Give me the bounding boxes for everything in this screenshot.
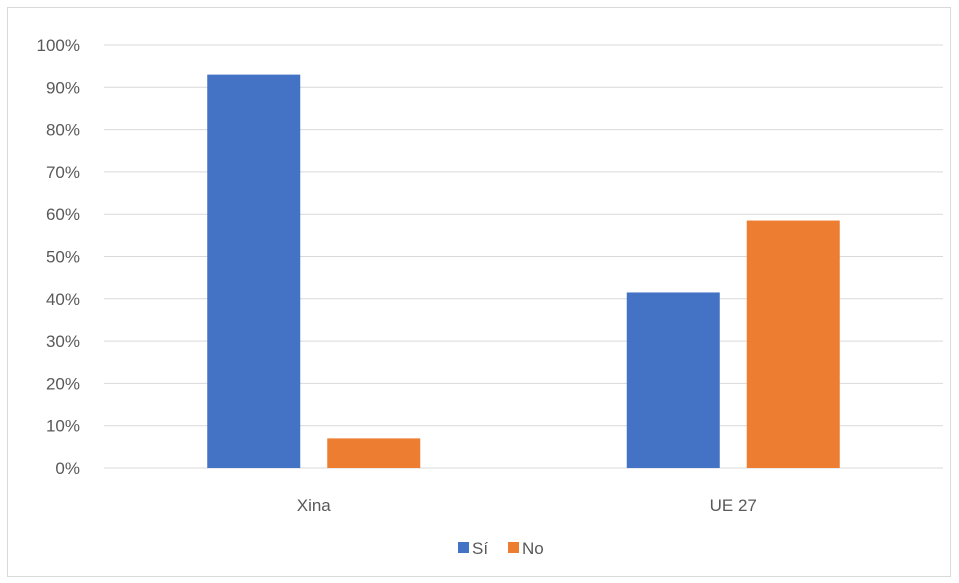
y-tick-label: 10%	[46, 417, 80, 436]
y-axis-tick-labels: 0% 10% 20% 30% 40% 50% 60% 70% 80% 90% 100%	[37, 36, 80, 478]
y-tick-label: 90%	[46, 78, 80, 97]
bar-chart: 0% 10% 20% 30% 40% 50% 60% 70% 80% 90% 100% Xina UE…	[37, 36, 943, 558]
bar-no-ue-27	[746, 220, 840, 468]
y-tick-label: 30%	[46, 332, 80, 351]
y-tick-label: 80%	[46, 121, 80, 140]
legend: Sí No	[458, 539, 544, 558]
y-tick-label: 50%	[46, 248, 80, 267]
legend-label: No	[522, 539, 544, 558]
x-axis-category-labels: Xina UE 27	[297, 496, 757, 515]
bar-s--ue-27	[626, 292, 720, 468]
legend-swatch	[508, 542, 519, 553]
bar-s--xina	[207, 74, 301, 469]
y-tick-label: 20%	[46, 374, 80, 393]
x-category-label: Xina	[297, 496, 332, 515]
y-tick-label: 70%	[46, 163, 80, 182]
y-tick-label: 0%	[55, 459, 80, 478]
bar-no-xina	[327, 438, 421, 468]
chart-area: 0% 10% 20% 30% 40% 50% 60% 70% 80% 90% 100% Xina UE…	[7, 7, 951, 577]
x-category-label: UE 27	[710, 496, 757, 515]
bars	[207, 74, 840, 469]
legend-swatch	[458, 542, 469, 553]
y-tick-label: 60%	[46, 205, 80, 224]
y-tick-label: 40%	[46, 290, 80, 309]
legend-label: Sí	[472, 539, 488, 558]
y-tick-label: 100%	[37, 36, 80, 55]
